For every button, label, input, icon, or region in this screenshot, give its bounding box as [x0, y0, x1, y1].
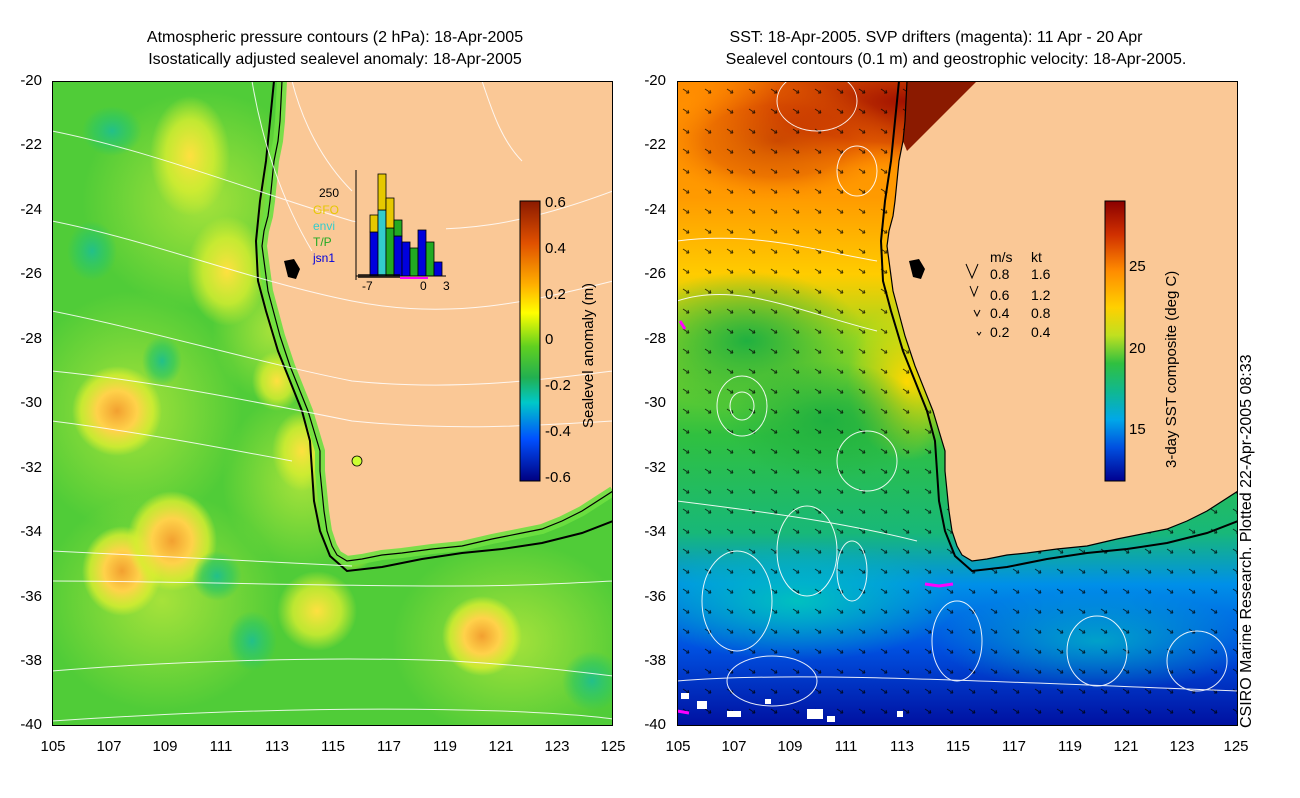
right-ytick-10: -38 [644, 652, 666, 669]
right-xtick-3: 109 [777, 738, 803, 755]
vector-legend-header-kt: kt [1031, 249, 1042, 265]
left-cbar-tick-1: 0.6 [545, 194, 566, 211]
right-ytick-6: -30 [644, 394, 666, 411]
right-map [677, 81, 1238, 726]
inset-legend-tp: T/P [313, 235, 332, 249]
right-ytick-1: -20 [644, 72, 666, 89]
left-ytick-11: -40 [20, 716, 42, 733]
left-ytick-10: -38 [20, 652, 42, 669]
credit-text: CSIRO Marine Research. Plotted 22-Apr-20… [1238, 354, 1255, 728]
left-ytick-4: -26 [20, 265, 42, 282]
left-xtick-2: 107 [96, 738, 122, 755]
vector-legend-header-ms: m/s [990, 249, 1013, 265]
right-ytick-8: -34 [644, 523, 666, 540]
right-xtick-1: 105 [665, 738, 691, 755]
inset-xtick-3: 3 [443, 279, 450, 293]
left-xtick-11: 125 [600, 738, 626, 755]
right-title-line2: Sealevel contours (0.1 m) and geostrophi… [725, 51, 1187, 68]
vector-legend-kt-4: 0.4 [1031, 324, 1051, 340]
left-xtick-8: 119 [433, 738, 457, 755]
left-ytick-9: -36 [20, 588, 42, 605]
left-axes-frame [52, 81, 613, 726]
right-ytick-7: -32 [644, 459, 666, 476]
right-title-line1: SST: 18-Apr-2005. SVP drifters (magenta)… [729, 29, 1143, 46]
left-ytick-8: -34 [20, 523, 42, 540]
left-colorbar [519, 200, 541, 482]
vector-legend-kt-3: 0.8 [1031, 305, 1051, 321]
vector-legend-arrows [965, 263, 982, 336]
inset-ymax-label: 250 [319, 186, 340, 200]
vector-legend-kt-2: 1.2 [1031, 287, 1051, 303]
right-ytick-4: -26 [644, 265, 666, 282]
vector-legend-ms-1: 0.8 [990, 266, 1010, 282]
station-marker [351, 455, 363, 467]
left-xtick-10: 123 [544, 738, 570, 755]
left-ytick-2: -22 [20, 136, 42, 153]
vector-legend-ms-2: 0.6 [990, 287, 1010, 303]
right-xtick-2: 107 [721, 738, 747, 755]
right-ytick-3: -24 [644, 201, 666, 218]
left-xtick-1: 105 [40, 738, 66, 755]
right-ytick-11: -40 [644, 716, 666, 733]
left-cbar-tick-7: -0.6 [545, 469, 571, 486]
left-cbar-tick-3: 0.2 [545, 286, 566, 303]
left-ytick-1: -20 [20, 72, 42, 89]
right-ytick-9: -36 [644, 588, 666, 605]
right-colorbar [1104, 200, 1126, 482]
left-xtick-4: 111 [209, 738, 233, 755]
right-xtick-11: 125 [1223, 738, 1249, 755]
right-axes-frame [677, 81, 1238, 726]
vector-legend-kt-1: 1.6 [1031, 266, 1051, 282]
right-xtick-4: 111 [834, 738, 858, 755]
vector-legend-ms-3: 0.4 [990, 305, 1010, 321]
right-xtick-10: 123 [1169, 738, 1195, 755]
left-cbar-tick-5: -0.2 [545, 377, 571, 394]
right-xtick-5: 113 [890, 738, 914, 755]
left-ytick-7: -32 [20, 459, 42, 476]
vector-legend-ms-4: 0.2 [990, 324, 1010, 340]
left-xtick-9: 121 [488, 738, 514, 755]
left-inset-histogram [355, 170, 446, 280]
inset-legend-jsn1: jsn1 [313, 251, 336, 265]
left-cbar-tick-2: 0.4 [545, 240, 566, 257]
left-title-line2: Isostatically adjusted sealevel anomaly:… [148, 51, 522, 68]
right-ytick-2: -22 [644, 136, 666, 153]
inset-xtick-2: 0 [420, 279, 427, 293]
left-ytick-6: -30 [20, 394, 42, 411]
left-xtick-6: 115 [321, 738, 345, 755]
left-xtick-7: 117 [377, 738, 401, 755]
left-cbar-tick-4: 0 [545, 331, 554, 348]
right-cbar-tick-15: 15 [1129, 421, 1146, 438]
left-title-line1: Atmospheric pressure contours (2 hPa): 1… [146, 29, 524, 46]
right-cbar-tick-25: 25 [1129, 258, 1146, 275]
right-xtick-8: 119 [1058, 738, 1082, 755]
left-cbar-tick-6: -0.4 [545, 423, 571, 440]
left-xtick-5: 113 [265, 738, 289, 755]
left-xtick-3: 109 [152, 738, 178, 755]
right-xtick-6: 115 [946, 738, 970, 755]
inset-legend-gfo: GFO [313, 203, 339, 217]
left-ytick-3: -24 [20, 201, 42, 218]
right-xtick-7: 117 [1002, 738, 1026, 755]
inset-legend-envi: envi [313, 219, 336, 233]
left-ytick-5: -28 [20, 330, 42, 347]
right-xtick-9: 121 [1113, 738, 1139, 755]
inset-xtick-1: -7 [362, 279, 373, 293]
right-cbar-tick-20: 20 [1129, 340, 1146, 357]
right-ytick-5: -28 [644, 330, 666, 347]
